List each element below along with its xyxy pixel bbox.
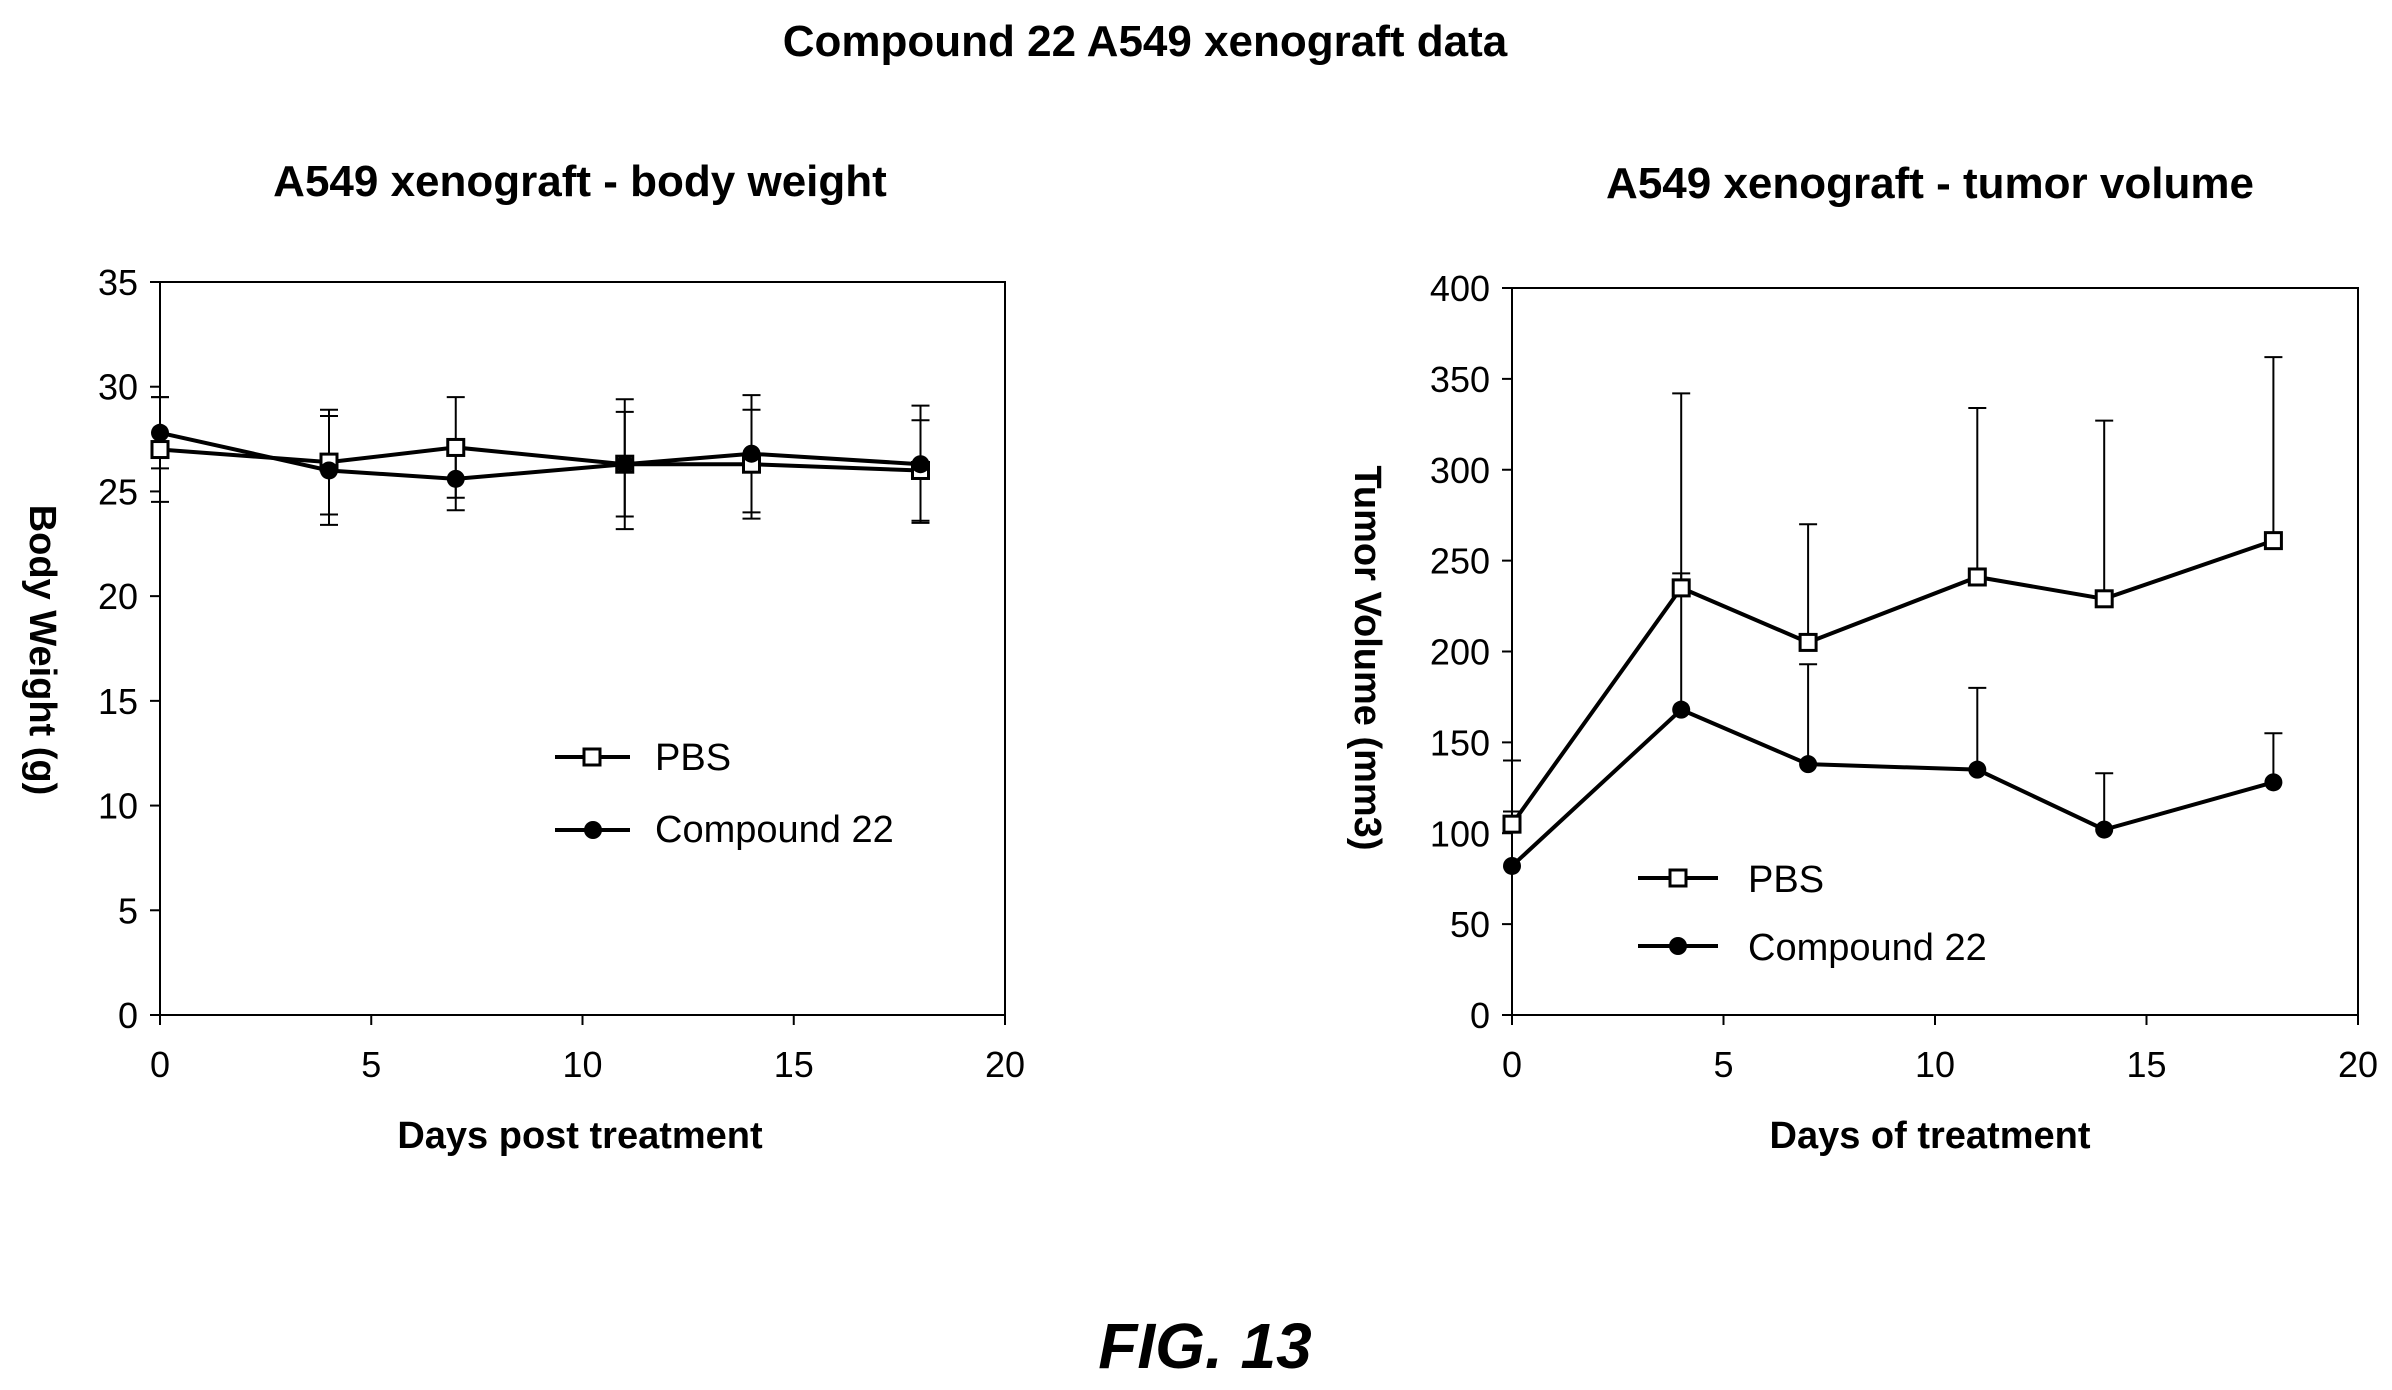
series-line-pbs — [159, 445, 921, 473]
y-tick-label: 0 — [1470, 995, 1490, 1036]
x-tick-label: 20 — [985, 1044, 1025, 1085]
data-point-compound-22 — [911, 455, 930, 474]
data-point-pbs — [2094, 589, 2114, 609]
x-tick-label: 5 — [1713, 1044, 1733, 1085]
data-point-compound-22 — [2264, 773, 2283, 792]
tumor-volume-chart: A549 xenograft - tumor volume Days of tr… — [1346, 159, 2378, 1157]
y-tick-label: 250 — [1430, 541, 1490, 582]
data-point-compound-22 — [446, 469, 465, 488]
legend-marker-compound-22 — [584, 821, 602, 839]
series-line-pbs — [1510, 538, 2275, 826]
legend-marker-pbs — [582, 747, 602, 767]
data-point-compound-22 — [1503, 856, 1521, 875]
legend-marker-compound-22 — [1669, 937, 1687, 955]
y-tick-label: 100 — [1430, 813, 1490, 854]
data-point-compound-22 — [1672, 700, 1691, 719]
y-tick-label: 35 — [98, 262, 138, 303]
data-point-compound-22 — [151, 423, 169, 442]
figure-title: Compound 22 A549 xenograft data — [783, 17, 1508, 66]
data-point-pbs — [150, 440, 170, 460]
data-point-compound-22 — [320, 461, 338, 480]
y-tick-label: 200 — [1430, 632, 1490, 673]
y-tick-label: 150 — [1430, 722, 1490, 763]
y-axis-label: Body Weight (g) — [21, 505, 63, 796]
data-point-pbs — [1671, 578, 1691, 598]
y-tick-label: 5 — [118, 890, 138, 931]
y-tick-label: 300 — [1430, 450, 1490, 491]
y-tick-label: 15 — [98, 681, 138, 722]
data-point-pbs — [2263, 531, 2283, 551]
data-point-compound-22 — [615, 455, 634, 474]
y-tick-label: 20 — [98, 576, 138, 617]
data-point-compound-22 — [1799, 755, 1818, 774]
x-tick-label: 0 — [1502, 1044, 1522, 1085]
data-point-compound-22 — [2095, 820, 2114, 839]
y-tick-label: 0 — [118, 995, 138, 1036]
body-weight-chart: A549 xenograft - body weight Days post t… — [21, 157, 1025, 1157]
x-tick-label: 15 — [2126, 1044, 2166, 1085]
y-axis-label: Tumor Volume (mm3) — [1346, 466, 1388, 851]
figure-caption: FIG. 13 — [1098, 1310, 1311, 1382]
x-tick-label: 10 — [1915, 1044, 1955, 1085]
y-tick-label: 400 — [1430, 268, 1490, 309]
legend: PBS Compound 22 — [1638, 859, 1987, 969]
data-point-pbs — [1502, 814, 1522, 834]
chart-title: A549 xenograft - body weight — [273, 157, 887, 206]
data-point-compound-22 — [1968, 760, 1987, 779]
legend-label-pbs: PBS — [655, 737, 731, 779]
x-tick-label: 10 — [562, 1044, 602, 1085]
y-tick-label: 10 — [98, 786, 138, 827]
legend: PBS Compound 22 — [555, 737, 894, 851]
plot-frame — [1511, 287, 2359, 1016]
y-tick-label: 25 — [98, 471, 138, 512]
x-axis-label: Days of treatment — [1770, 1115, 2091, 1157]
x-tick-label: 0 — [150, 1044, 170, 1085]
series-line-compound-22 — [159, 430, 921, 481]
x-tick-label: 15 — [774, 1044, 814, 1085]
x-tick-label: 20 — [2338, 1044, 2378, 1085]
plot-frame — [159, 281, 1006, 1016]
y-tick-label: 350 — [1430, 359, 1490, 400]
chart-title: A549 xenograft - tumor volume — [1606, 159, 2254, 208]
series-line-compound-22 — [1510, 707, 2274, 868]
legend-label-compound-22: Compound 22 — [1748, 927, 1987, 969]
data-point-pbs — [446, 437, 466, 457]
data-point-pbs — [1967, 567, 1987, 587]
legend-label-pbs: PBS — [1748, 859, 1824, 901]
legend-label-compound-22: Compound 22 — [655, 809, 894, 851]
data-point-compound-22 — [742, 444, 761, 463]
y-tick-label: 30 — [98, 367, 138, 408]
legend-marker-pbs — [1668, 868, 1688, 888]
data-point-pbs — [1798, 632, 1818, 652]
x-tick-label: 5 — [361, 1044, 381, 1085]
x-axis-label: Days post treatment — [397, 1115, 763, 1157]
y-tick-label: 50 — [1450, 904, 1490, 945]
